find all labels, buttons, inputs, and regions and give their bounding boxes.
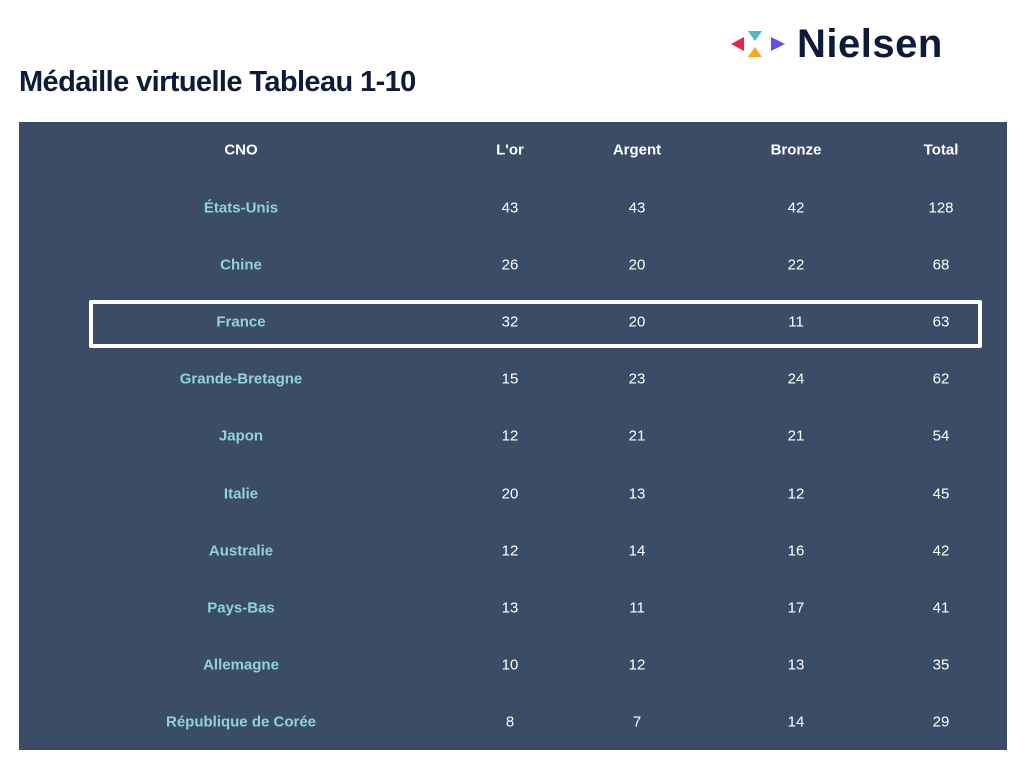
medal-table: CNO L'or Argent Bronze Total États-Unis 43 43 42… [19,122,1007,750]
row-0-or: 43 [501,199,519,217]
row-8-bronze: 13 [787,656,805,674]
brand-name: Nielsen [797,22,943,66]
row-3-argent: 23 [628,370,646,388]
row-0-cno: États-Unis [203,199,279,217]
row-0-total: 128 [928,199,954,217]
row-5-or: 20 [501,485,519,502]
row-8-argent: 12 [628,656,646,674]
row-1-bronze: 22 [787,256,805,274]
header-bronze: Bronze [770,141,822,159]
row-9-total: 29 [932,713,950,731]
highlight-row-frame [89,300,982,348]
row-6-argent: 14 [628,542,646,560]
row-1-cno: Chine [220,256,262,274]
row-4-or: 12 [501,427,519,445]
page-title: Médaille virtuelle Tableau 1-10 [19,66,416,98]
row-2-cno: France [216,313,266,331]
row-6-or: 12 [501,542,519,560]
row-5-total: 45 [932,485,950,502]
row-7-or: 13 [501,599,519,617]
row-8-total: 35 [932,656,950,674]
row-7-cno: Pays-Bas [207,599,275,617]
row-5-bronze: 12 [787,485,805,502]
row-3-or: 15 [501,370,519,388]
row-3-cno: Grande-Bretagne [179,370,303,388]
header-or: L'or [496,141,524,159]
row-4-cno: Japon [218,427,264,445]
row-6-cno: Australie [208,542,274,560]
row-9-cno: République de Corée [165,713,317,731]
row-2-or: 32 [501,313,519,331]
row-8-cno: Allemagne [203,656,279,674]
row-8-or: 10 [501,656,519,674]
row-1-total: 68 [932,256,950,274]
row-3-bronze: 24 [787,370,805,388]
row-5-argent: 13 [628,485,646,502]
row-4-argent: 21 [628,427,646,445]
row-6-bronze: 16 [787,542,805,560]
row-7-total: 41 [932,599,950,617]
row-9-argent: 7 [632,713,642,731]
row-7-argent: 11 [629,599,645,617]
row-0-argent: 43 [628,199,646,217]
row-7-bronze: 17 [787,599,805,617]
row-4-total: 54 [932,427,950,445]
row-4-bronze: 21 [787,427,805,445]
row-3-total: 62 [932,370,950,388]
row-6-total: 42 [932,542,950,560]
row-0-bronze: 42 [787,199,805,217]
nielsen-logo: Nielsen [731,22,943,66]
row-9-bronze: 14 [787,713,805,731]
row-5-cno: Italie [223,485,259,502]
header-total: Total [923,141,959,159]
header-argent: Argent [612,141,662,159]
row-2-bronze: 11 [788,313,804,331]
row-1-or: 26 [501,256,519,274]
header-cno: CNO [224,141,258,159]
row-1-argent: 20 [628,256,646,274]
row-2-argent: 20 [628,313,646,331]
row-2-total: 63 [932,313,950,331]
row-9-or: 8 [505,713,515,731]
nielsen-mark-icon [731,31,785,57]
